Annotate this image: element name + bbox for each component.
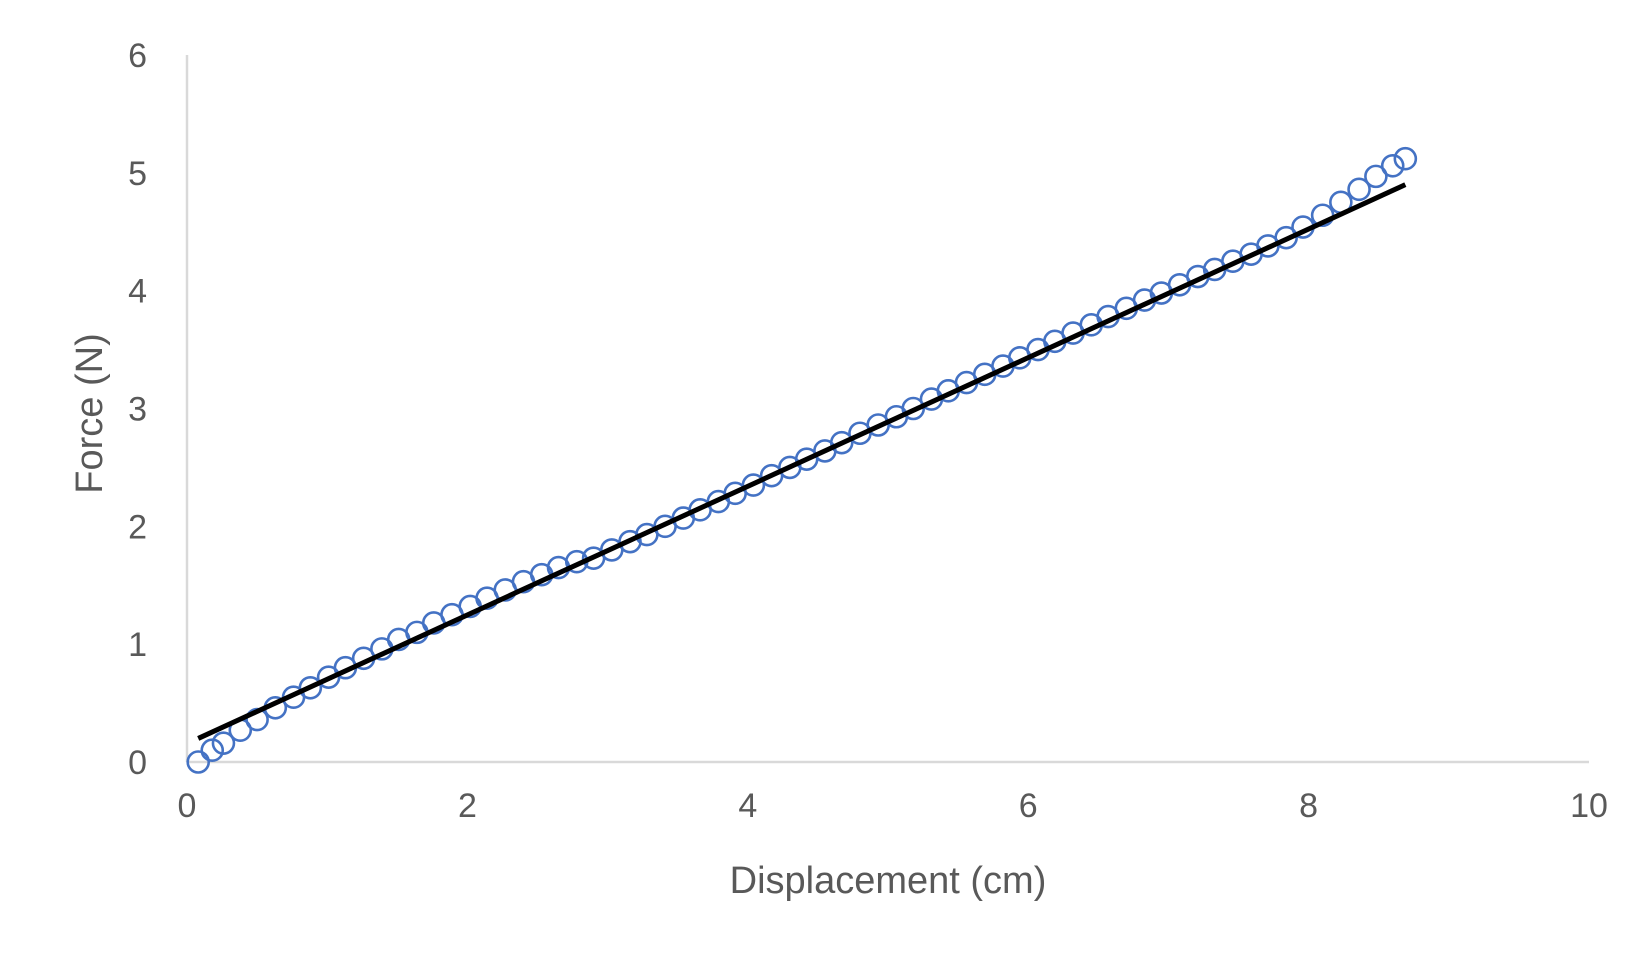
data-point xyxy=(186,750,211,774)
data-point xyxy=(1364,164,1388,189)
tick-labels: 0 2 4 6 8 10 0 1 2 3 4 5 6 xyxy=(128,37,1608,825)
x-tick-label: 6 xyxy=(1019,787,1038,825)
y-tick-label: 4 xyxy=(128,273,147,311)
data-point xyxy=(298,675,323,700)
trendline-group xyxy=(197,182,1407,741)
x-tick-label: 8 xyxy=(1299,787,1318,825)
x-tick-label: 2 xyxy=(458,787,477,825)
data-point xyxy=(1347,177,1371,202)
data-point xyxy=(829,430,854,455)
data-point xyxy=(1393,146,1418,171)
data-point xyxy=(901,396,926,421)
x-tick-label: 0 xyxy=(178,787,197,825)
x-tick-label: 10 xyxy=(1570,787,1608,825)
y-tick-label: 1 xyxy=(128,626,147,664)
y-tick-label: 0 xyxy=(128,744,147,782)
data-point xyxy=(741,473,766,497)
trendline xyxy=(197,182,1407,741)
y-tick-label: 3 xyxy=(128,391,147,429)
data-point xyxy=(1380,153,1405,178)
axes xyxy=(185,55,1589,764)
x-tick-label: 4 xyxy=(738,787,757,825)
data-point xyxy=(1274,225,1298,250)
y-tick-label: 5 xyxy=(128,155,147,193)
y-tick-label: 6 xyxy=(128,37,147,75)
data-point xyxy=(211,731,236,755)
y-axis-title: Force (N) xyxy=(69,333,111,493)
x-axis-title: Displacement (cm) xyxy=(730,860,1047,902)
y-tick-label: 2 xyxy=(128,508,147,546)
